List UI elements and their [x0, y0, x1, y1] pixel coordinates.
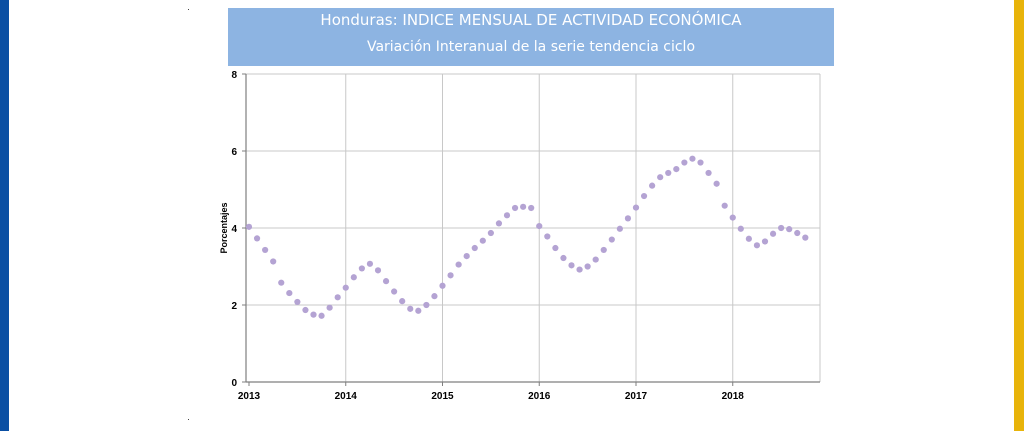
data-point: [471, 244, 478, 252]
data-point: [253, 235, 261, 242]
data-point: [374, 267, 382, 274]
data-point: [415, 307, 422, 314]
x-tick-label: 2014: [335, 391, 358, 402]
data-point: [616, 225, 623, 232]
data-point: [358, 265, 365, 272]
data-point: [423, 301, 430, 309]
stray-mark: [188, 419, 189, 420]
x-tick-label: 2018: [722, 391, 745, 402]
stray-mark: [188, 9, 189, 10]
data-point: [552, 244, 559, 252]
data-point: [608, 236, 615, 243]
x-tick-label: 2015: [431, 391, 454, 402]
left-edge-bar: [0, 0, 9, 431]
data-point: [399, 298, 406, 305]
data-point: [745, 235, 752, 242]
data-point: [584, 263, 591, 270]
data-point: [431, 293, 438, 300]
data-point: [786, 226, 793, 233]
data-point: [665, 169, 672, 177]
data-point: [455, 261, 462, 268]
grid-layer: [246, 73, 821, 382]
data-point: [632, 204, 640, 211]
data-point: [439, 282, 446, 289]
data-point: [487, 229, 494, 237]
x-tick-label: 2013: [238, 391, 261, 402]
data-point: [753, 242, 761, 249]
data-point: [624, 215, 632, 222]
data-point: [592, 256, 599, 263]
y-tick-label: 6: [231, 147, 237, 158]
data-point: [689, 155, 696, 162]
y-tick-label: 8: [231, 70, 237, 81]
data-point: [391, 288, 398, 295]
data-point: [286, 289, 293, 297]
data-point: [600, 246, 607, 254]
y-axis-label: Porcentajes: [219, 202, 229, 253]
x-tick-label: 2017: [625, 391, 648, 402]
data-point: [560, 254, 567, 262]
data-point: [447, 272, 454, 279]
data-point: [697, 159, 704, 166]
axes-layer: [242, 73, 820, 386]
data-point: [802, 234, 809, 241]
data-point: [350, 274, 357, 281]
data-point: [778, 224, 785, 232]
data-point: [318, 312, 325, 319]
x-tick-labels: 2013 2014 2015 2016 2017 2018: [238, 391, 744, 402]
data-point: [382, 278, 390, 285]
data-point: [479, 237, 486, 244]
data-point: [262, 246, 269, 254]
y-tick-label: 4: [231, 224, 237, 235]
data-point: [705, 169, 712, 177]
data-point: [270, 258, 277, 265]
data-point: [463, 253, 470, 260]
data-point: [520, 203, 527, 210]
data-point: [568, 262, 575, 269]
data-point: [366, 260, 374, 267]
data-point: [681, 159, 688, 166]
chart-title-banner: Honduras: INDICE MENSUAL DE ACTIVIDAD EC…: [228, 8, 834, 66]
data-point: [511, 204, 519, 212]
data-point: [673, 165, 680, 173]
y-tick-labels: 0 2 4 6 8: [231, 70, 237, 389]
chart-subtitle: Variación Interanual de la serie tendenc…: [366, 39, 696, 55]
data-point: [294, 298, 301, 306]
data-point: [794, 229, 801, 237]
data-point: [544, 233, 551, 240]
data-point: [536, 222, 543, 230]
data-point: [245, 223, 253, 230]
data-point: [640, 192, 648, 200]
x-tick-label: 2016: [528, 391, 551, 402]
data-points: [245, 155, 809, 319]
right-edge-bar: [1014, 0, 1024, 431]
data-point: [326, 304, 333, 311]
data-point: [761, 238, 769, 245]
data-point: [495, 220, 503, 227]
data-point: [407, 305, 414, 312]
data-point: [576, 266, 583, 273]
data-point: [713, 180, 720, 187]
data-point: [769, 230, 777, 237]
data-point: [302, 306, 309, 314]
data-point: [310, 311, 317, 318]
y-tick-label: 2: [231, 301, 237, 312]
data-point: [528, 204, 535, 212]
data-point: [649, 182, 656, 189]
chart-title: Honduras: INDICE MENSUAL DE ACTIVIDAD EC…: [320, 11, 742, 29]
data-point: [721, 202, 728, 209]
y-tick-label: 0: [231, 378, 237, 389]
data-point: [503, 212, 511, 219]
data-point: [729, 214, 736, 221]
data-point: [737, 225, 744, 232]
data-point: [334, 294, 341, 301]
data-point: [278, 279, 285, 286]
data-point: [342, 284, 349, 291]
data-point: [657, 174, 664, 181]
